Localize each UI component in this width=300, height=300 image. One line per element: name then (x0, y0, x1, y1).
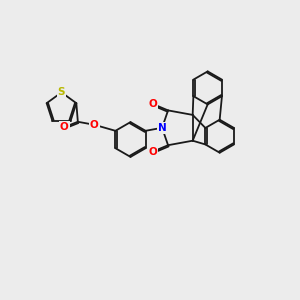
Text: N: N (158, 123, 167, 133)
Text: O: O (90, 120, 99, 130)
Text: O: O (148, 99, 157, 109)
Text: O: O (60, 122, 69, 132)
Text: S: S (58, 87, 65, 98)
Text: O: O (148, 147, 157, 157)
